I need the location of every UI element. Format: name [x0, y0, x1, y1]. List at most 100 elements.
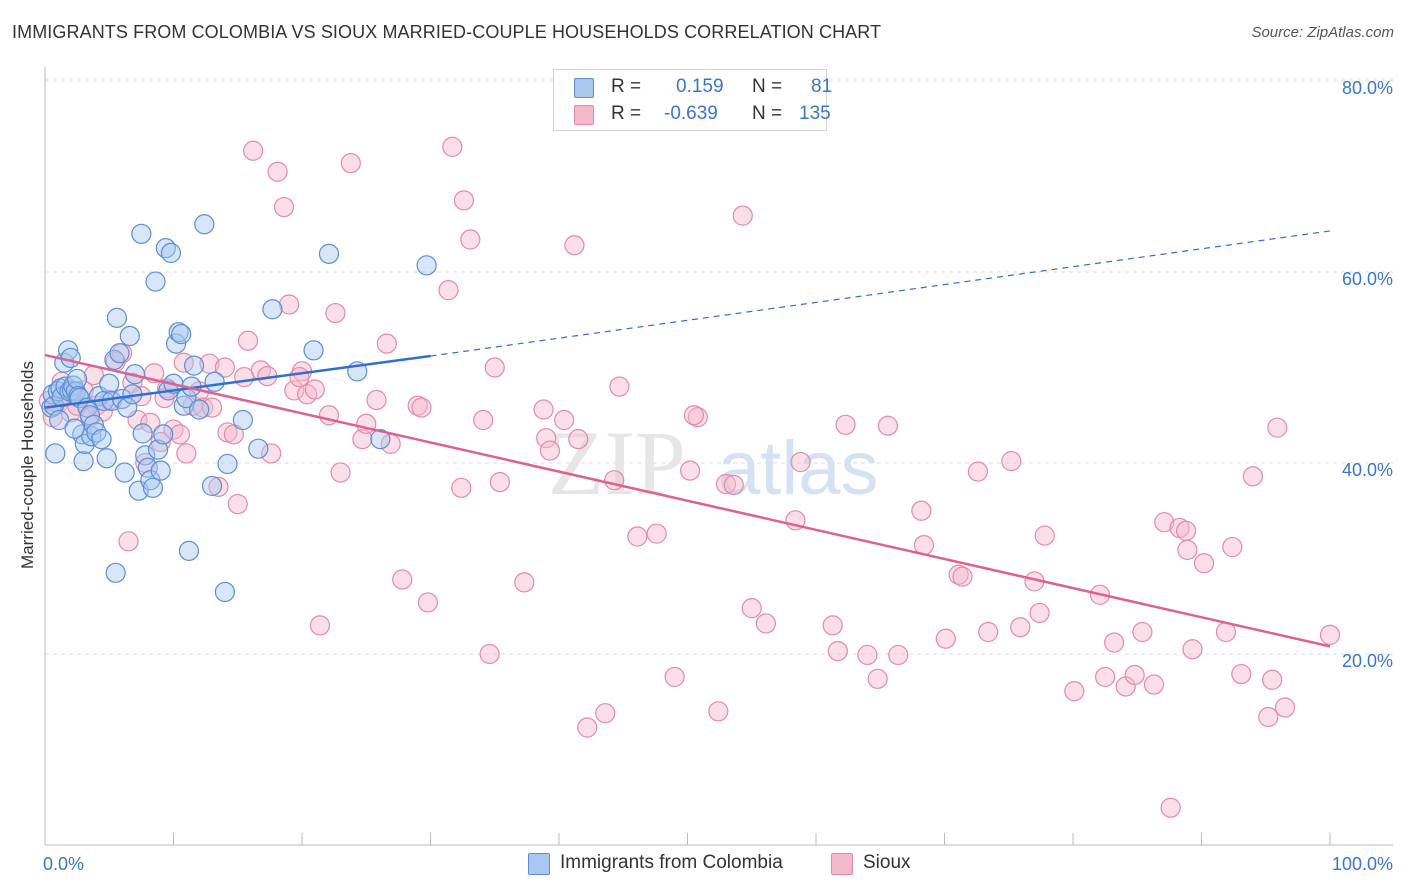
colombia-point — [142, 477, 164, 498]
sioux-point — [1175, 520, 1197, 541]
sioux-point — [646, 523, 667, 544]
sioux-point — [289, 366, 310, 388]
sioux-point — [888, 644, 909, 666]
sioux-points — [38, 136, 1341, 818]
sioux-point — [536, 428, 557, 449]
chart-title: IMMIGRANTS FROM COLOMBIA VS SIOUX MARRIE… — [12, 22, 882, 42]
sioux-point — [1267, 417, 1288, 438]
sioux-point — [1177, 539, 1198, 561]
colombia-point — [106, 307, 128, 328]
sioux-point — [227, 493, 248, 515]
legend-r-label: R = — [611, 76, 642, 97]
sioux-point — [609, 376, 630, 397]
sioux-point — [1064, 681, 1085, 702]
sioux-point — [1231, 663, 1252, 685]
legend-r-label: R = — [611, 103, 642, 124]
sioux-point — [261, 443, 282, 464]
sioux-point — [1274, 697, 1296, 718]
sioux-point — [1029, 602, 1050, 624]
sioux-point — [176, 443, 197, 464]
sioux-point — [1193, 553, 1215, 574]
legend-r-value-sioux: -0.639 — [664, 103, 718, 124]
colombia-point — [109, 343, 130, 364]
sioux-point — [1034, 525, 1055, 546]
sioux-point — [679, 460, 701, 481]
sioux-point — [1160, 797, 1181, 818]
sioux-point — [279, 294, 300, 315]
colombia-legend-label: Immigrants from Colombia — [560, 852, 783, 873]
sioux-point — [237, 330, 259, 351]
sioux-point — [169, 424, 191, 445]
sioux-point — [911, 500, 932, 521]
sioux-point — [223, 424, 244, 445]
sioux-point — [533, 399, 554, 420]
sioux-legend-label: Sioux — [863, 852, 911, 873]
sioux-point — [201, 397, 223, 418]
sioux-point — [214, 357, 235, 378]
colombia-point — [370, 429, 391, 450]
legend-n-value-colombia: 81 — [811, 76, 833, 97]
sioux-point — [1222, 536, 1243, 558]
colombia-point — [60, 347, 81, 369]
colombia-point — [119, 325, 140, 347]
colombia-point — [105, 562, 126, 583]
colombia-point — [131, 223, 152, 244]
sioux-point — [352, 429, 373, 450]
colombia-point — [178, 540, 200, 561]
colombia-point — [204, 371, 225, 392]
sioux-point — [118, 531, 139, 552]
sioux-point — [1242, 466, 1264, 487]
colombia-point — [262, 299, 283, 320]
sioux-point — [473, 409, 494, 431]
sioux-point — [417, 592, 439, 613]
sioux-point — [460, 229, 481, 250]
colombia-point — [214, 581, 235, 603]
colombia-point — [171, 323, 192, 345]
watermark: ZIP atlas — [548, 412, 879, 514]
colombia-point — [73, 450, 94, 472]
legend-n-value-sioux: 135 — [799, 103, 831, 124]
sioux-point — [967, 461, 989, 482]
colombia-point — [45, 443, 66, 464]
sioux-point — [140, 412, 161, 433]
sioux-point — [1001, 450, 1022, 472]
colombia-point — [49, 409, 70, 431]
colombia-point — [217, 453, 238, 475]
sioux-point — [451, 477, 472, 498]
colombia-legend-swatch — [528, 853, 550, 875]
sioux-point — [1319, 624, 1341, 646]
y-tick-label: 80.0% — [1342, 78, 1393, 98]
sioux-point — [1182, 639, 1203, 660]
colombia-trend-extension — [430, 230, 1331, 357]
y-tick-label: 60.0% — [1342, 269, 1393, 289]
colombia-point — [99, 373, 120, 394]
sioux-point — [568, 429, 589, 450]
sioux-point — [479, 643, 500, 665]
colombia-point — [303, 340, 324, 361]
colombia-point — [91, 429, 112, 450]
x-tick-label-start: 0.0% — [43, 854, 84, 874]
sioux-point — [577, 717, 598, 738]
legend-n-label: N = — [752, 103, 783, 124]
sioux-point — [978, 621, 999, 643]
colombia-point — [64, 418, 85, 439]
correlation-legend: R = 0.159 N = 81 R = -0.639 N = 135 — [553, 69, 832, 131]
sioux-point — [1258, 706, 1279, 728]
sioux-point — [1132, 621, 1153, 643]
sioux-point — [790, 451, 811, 473]
sioux-point — [715, 473, 737, 495]
sioux-point — [267, 161, 288, 182]
sioux-point — [822, 615, 843, 636]
colombia-trend-line — [44, 354, 431, 409]
sioux-point — [857, 644, 878, 666]
colombia-point — [189, 399, 210, 420]
colombia-point — [183, 355, 205, 376]
colombia-point — [248, 438, 269, 459]
sioux-point — [1154, 512, 1175, 533]
sioux-legend-swatch — [831, 853, 853, 875]
colombia-point — [153, 424, 174, 445]
sioux-point — [627, 526, 648, 547]
sioux-point — [827, 641, 848, 662]
sioux-point — [1124, 664, 1145, 686]
